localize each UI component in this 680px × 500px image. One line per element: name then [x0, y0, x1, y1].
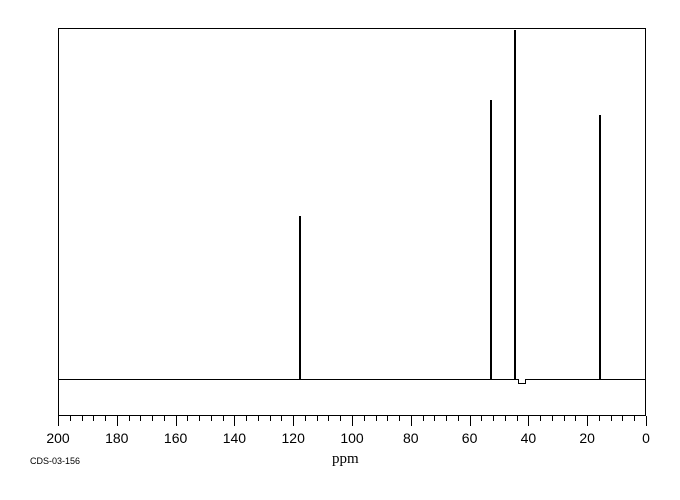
x-axis-label: ppm — [332, 451, 359, 468]
corner-label: CDS-03-156 — [30, 456, 80, 466]
plot-area — [58, 28, 646, 416]
spectrum-chart: 200180160140120100806040200 ppm CDS-03-1… — [0, 0, 680, 500]
